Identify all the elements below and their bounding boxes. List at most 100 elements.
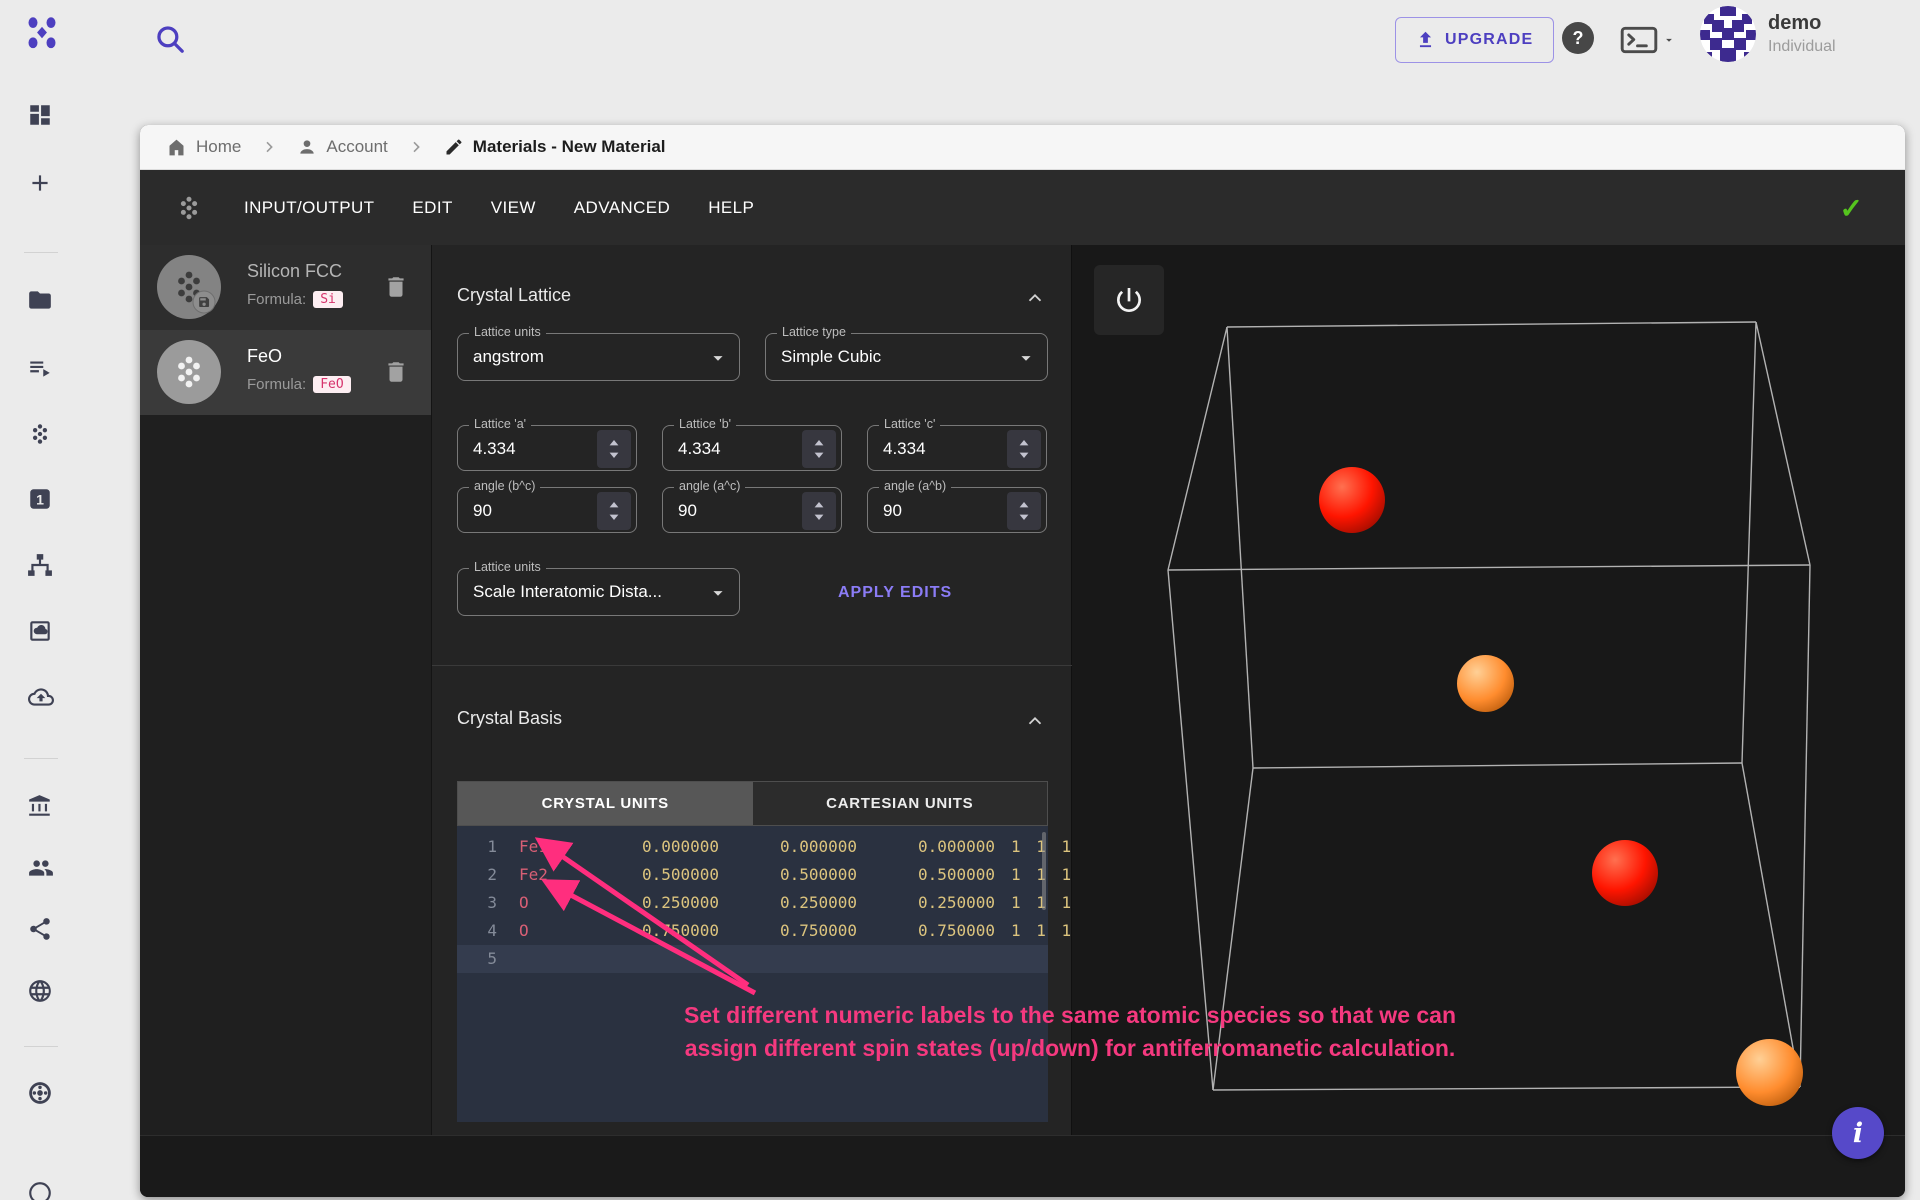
editor-panel: Crystal Lattice Lattice units angstrom L… [432, 245, 1072, 1135]
user-name[interactable]: demo [1768, 12, 1822, 34]
sidebar-item-people[interactable] [27, 855, 53, 881]
power-button[interactable] [1094, 265, 1164, 335]
angle-bc-input[interactable]: angle (b^c) 90 [457, 479, 637, 533]
dropdown-caret-icon [707, 347, 729, 369]
basis-units-tabs: CRYSTAL UNITS CARTESIAN UNITS [457, 781, 1048, 826]
material-item-feo[interactable]: FeO Formula: FeO [140, 330, 431, 415]
designer-window: Home Account Materials - New Material IN… [140, 125, 1905, 1197]
sidebar-item-materials[interactable] [27, 421, 53, 447]
sidebar-item-projects[interactable] [27, 287, 53, 313]
lattice-type-select[interactable]: Lattice type Simple Cubic [765, 325, 1048, 381]
basis-line-4: 4 O 0.750000 0.750000 0.750000 1 1 1 [487, 921, 1072, 940]
menu-advanced[interactable]: ADVANCED [573, 197, 671, 217]
upgrade-label: UPGRADE [1445, 31, 1534, 48]
stepper-icon[interactable] [1007, 430, 1041, 468]
upgrade-button[interactable]: UPGRADE [1395, 17, 1555, 63]
sidebar-item-globe[interactable] [27, 978, 53, 1004]
material-name: Silicon FCC [247, 261, 343, 281]
angle-ac-input[interactable]: angle (a^c) 90 [662, 479, 842, 533]
sidebar-item-share[interactable] [27, 916, 53, 942]
stepper-icon[interactable] [597, 492, 631, 530]
dropdown-caret-icon [1015, 347, 1037, 369]
sidebar-divider [24, 758, 58, 759]
lattice-a-input[interactable]: Lattice 'a' 4.334 [457, 417, 637, 471]
material-dots-icon [174, 193, 204, 223]
menu-input-output[interactable]: INPUT/OUTPUT [244, 197, 375, 217]
trash-icon[interactable] [383, 359, 409, 385]
section-title-crystal-lattice: Crystal Lattice [457, 285, 572, 305]
check-icon: ✓ [1839, 193, 1863, 224]
upload-icon [1416, 31, 1435, 50]
sidebar-divider [24, 1046, 58, 1047]
breadcrumb: Home Account Materials - New Material [140, 125, 1905, 170]
lattice-units-select[interactable]: Lattice units angstrom [457, 325, 740, 381]
breadcrumb-home[interactable]: Home [166, 137, 241, 158]
chevron-up-icon[interactable] [1024, 710, 1046, 732]
lattice-c-input[interactable]: Lattice 'c' 4.334 [867, 417, 1047, 471]
power-icon [1117, 288, 1141, 312]
sidebar-item-bank[interactable] [27, 793, 53, 819]
material-formula: Formula: Si [247, 291, 343, 308]
viewer-3d[interactable] [1072, 245, 1905, 1135]
sidebar-item-partial[interactable] [27, 1180, 53, 1200]
formula-chip: FeO [313, 376, 351, 393]
menubar: INPUT/OUTPUT EDIT VIEW ADVANCED HELP ✓ [140, 170, 1905, 245]
search-icon[interactable] [153, 22, 187, 56]
tab-cartesian-units[interactable]: CARTESIAN UNITS [752, 782, 1047, 825]
section-divider [432, 665, 1072, 666]
stepper-icon[interactable] [802, 430, 836, 468]
lattice-b-input[interactable]: Lattice 'b' 4.334 [662, 417, 842, 471]
breadcrumb-account[interactable]: Account [297, 137, 388, 157]
stepper-icon[interactable] [1007, 492, 1041, 530]
breadcrumb-current: Materials - New Material [444, 137, 666, 157]
atom-o-2 [1736, 1039, 1803, 1106]
terminal-menu[interactable] [1620, 26, 1676, 54]
material-avatar [157, 255, 221, 319]
lattice-units-scale-select[interactable]: Lattice units Scale Interatomic Dista... [457, 560, 740, 616]
basis-line-5: 5 [457, 945, 1048, 973]
stepper-icon[interactable] [802, 492, 836, 530]
info-icon: i [1852, 1117, 1864, 1149]
unit-cell-wireframe [1167, 321, 1811, 1091]
material-item-silicon[interactable]: Silicon FCC Formula: Si [140, 245, 431, 330]
apply-edits-button[interactable]: APPLY EDITS [832, 568, 958, 616]
sidebar-item-hierarchy[interactable] [27, 552, 53, 578]
chevron-up-icon[interactable] [1024, 287, 1046, 309]
sidebar-item-create[interactable] [27, 170, 53, 196]
menu-help[interactable]: HELP [708, 197, 755, 217]
material-avatar [157, 340, 221, 404]
terminal-icon [1620, 26, 1658, 54]
sidebar-item-media[interactable] [27, 618, 53, 644]
save-badge-icon [199, 297, 210, 308]
menu-edit[interactable]: EDIT [412, 197, 453, 217]
tab-crystal-units[interactable]: CRYSTAL UNITS [458, 782, 753, 825]
atom-o-1 [1457, 655, 1514, 712]
dropdown-caret-icon [707, 582, 729, 604]
pencil-icon [446, 139, 462, 155]
status-bar [140, 1135, 1905, 1197]
stepper-icon[interactable] [597, 430, 631, 468]
angle-ab-input[interactable]: angle (a^b) 90 [867, 479, 1047, 533]
material-name: FeO [247, 346, 283, 366]
editor-scrollbar[interactable] [1042, 832, 1046, 910]
sidebar-item-workflows[interactable]: 1 [27, 486, 53, 512]
help-icon[interactable]: ? [1562, 22, 1594, 54]
home-icon [169, 139, 184, 155]
page-title: Materials - New Material [472, 137, 666, 156]
menu-view[interactable]: VIEW [490, 197, 536, 217]
mat3ra-logo-icon[interactable] [24, 14, 60, 52]
sidebar-item-cloud-upload[interactable] [27, 684, 54, 710]
info-button[interactable]: i [1832, 1107, 1884, 1159]
sidebar-divider [24, 252, 58, 253]
atom-fe-1 [1319, 467, 1385, 533]
sidebar-item-jobs[interactable] [27, 355, 53, 381]
sidebar-item-helm[interactable] [27, 1080, 53, 1106]
trash-icon[interactable] [383, 274, 409, 300]
chevron-down-icon [1662, 33, 1676, 47]
material-formula: Formula: FeO [247, 376, 351, 393]
sidebar-item-dashboard[interactable] [27, 102, 53, 128]
avatar[interactable] [1700, 6, 1756, 62]
